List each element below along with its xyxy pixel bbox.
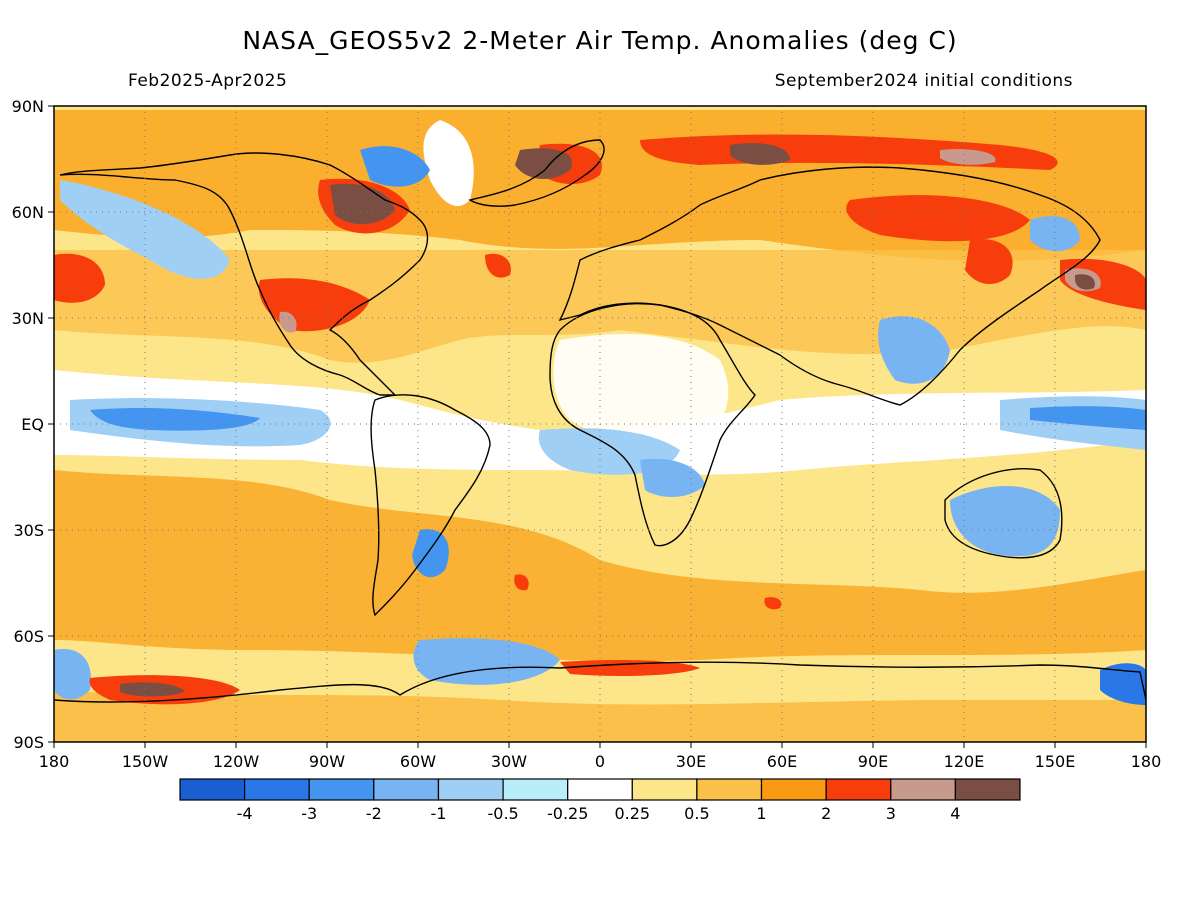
colorbar-box	[244, 778, 310, 801]
lon-label: 120E	[944, 752, 985, 771]
colorbar-box	[437, 778, 504, 801]
colorbar-box	[373, 778, 439, 801]
lon-label: 0	[595, 752, 605, 771]
lat-label: 90N	[12, 97, 44, 116]
colorbar-label: -4	[237, 804, 253, 823]
lon-label: 90W	[309, 752, 345, 771]
lon-label: 120W	[213, 752, 260, 771]
colorbar-label: 2	[821, 804, 831, 823]
lon-label: 180	[39, 752, 70, 771]
lon-label: 30W	[491, 752, 527, 771]
colorbar-box	[179, 778, 246, 801]
colorbar-box	[502, 778, 569, 801]
lon-label: 150E	[1035, 752, 1076, 771]
colorbar-box	[308, 778, 375, 801]
initial-conditions: September2024 initial conditions	[774, 71, 1073, 91]
gridlines	[54, 106, 1146, 742]
lat-label: 60S	[13, 627, 44, 646]
map-title: NASA_GEOS5v2 2-Meter Air Temp. Anomalies…	[242, 26, 958, 55]
colorbar-box	[825, 778, 892, 801]
coastlines	[54, 139, 1146, 703]
colorbar-label: -1	[431, 804, 447, 823]
lat-label: 60N	[12, 203, 44, 222]
lon-label: 150W	[122, 752, 169, 771]
colorbar-box	[760, 778, 827, 801]
colorbar-label: -3	[301, 804, 317, 823]
colorbar-label: 3	[886, 804, 896, 823]
colorbar-label: -0.5	[487, 804, 518, 823]
lon-label: 30E	[676, 752, 706, 771]
colorbar-box	[890, 778, 956, 801]
colorbar: -4 -3 -2 -1 -0.5 -0.25 0.25 0.5 1 2 3 4	[179, 778, 1021, 823]
colorbar-box	[954, 778, 1021, 801]
lon-label: 60W	[400, 752, 436, 771]
colorbar-box	[696, 778, 763, 801]
latitude-labels: 90N 60N 30N EQ 30S 60S 90S	[12, 97, 44, 752]
colorbar-label: 0.25	[614, 804, 650, 823]
colorbar-label: 0.5	[684, 804, 709, 823]
longitude-labels: 180 150W 120W 90W 60W 30W 0 30E 60E 90E …	[39, 752, 1162, 771]
lat-label: EQ	[21, 415, 44, 434]
lat-label: 90S	[13, 733, 44, 752]
lon-label: 90E	[858, 752, 888, 771]
colorbar-label: -2	[366, 804, 382, 823]
lon-label: 180	[1131, 752, 1162, 771]
colorbar-box	[631, 778, 698, 801]
colorbar-box	[567, 778, 633, 801]
colorbar-label: -0.25	[547, 804, 588, 823]
lat-label: 30N	[12, 309, 44, 328]
colorbar-label: 4	[950, 804, 960, 823]
forecast-period: Feb2025-Apr2025	[128, 71, 288, 91]
lon-label: 60E	[767, 752, 797, 771]
axis-ticks	[48, 105, 1147, 748]
lat-label: 30S	[13, 521, 44, 540]
colorbar-label: 1	[756, 804, 766, 823]
